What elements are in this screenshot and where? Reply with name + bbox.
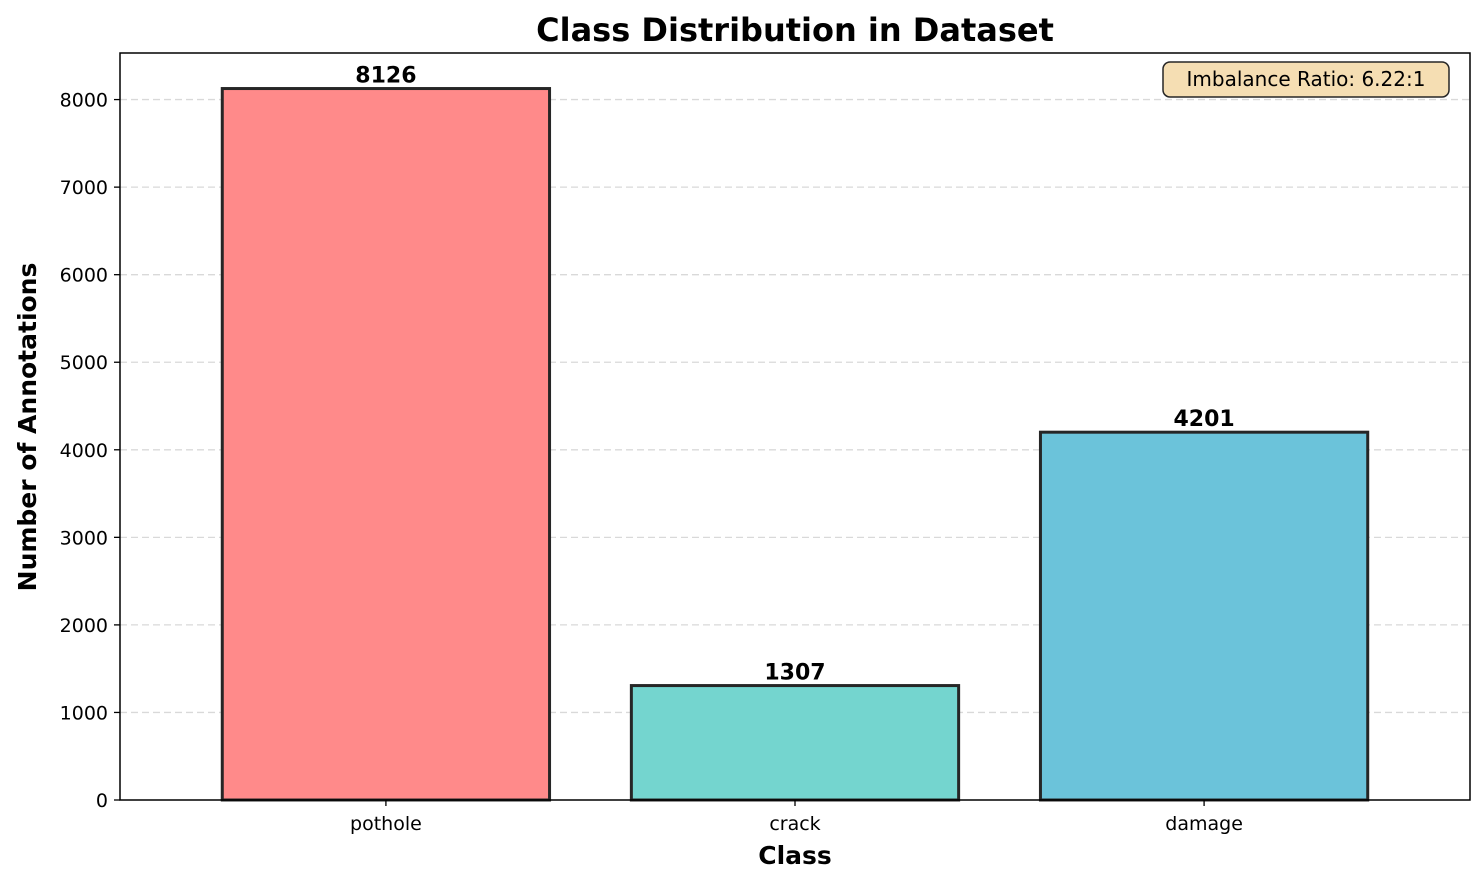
bars	[220, 87, 1370, 802]
x-tick-label-crack: crack	[769, 813, 820, 835]
annotation-text: Imbalance Ratio: 6.22:1	[1187, 67, 1426, 91]
data-label-crack: 1307	[764, 661, 825, 686]
bar-damage	[1038, 430, 1370, 802]
x-tick-label-damage: damage	[1165, 813, 1243, 835]
data-labels: 8126 1307 4201	[355, 64, 1234, 686]
y-tick-label: 7000	[60, 177, 108, 199]
data-label-damage: 4201	[1173, 407, 1234, 432]
y-axis-label: Number of Annotations	[13, 263, 42, 592]
annotation-box	[1162, 61, 1450, 98]
imbalance-annotation: Imbalance Ratio: 6.22:1	[1162, 61, 1450, 98]
y-tick-label: 5000	[60, 352, 108, 374]
x-axis-label: Class	[758, 841, 832, 870]
y-tick-label: 2000	[60, 615, 108, 637]
y-tick-label: 1000	[60, 702, 108, 724]
y-axis-ticks: 0 1000 2000 3000 4000 5000 6000 7000 8000	[60, 90, 120, 812]
y-tick-label: 3000	[60, 527, 108, 549]
y-tick-label: 0	[96, 790, 108, 812]
x-tick-label-pothole: pothole	[350, 813, 422, 835]
bar-crack	[629, 684, 961, 802]
y-tick-label: 8000	[60, 90, 108, 112]
data-label-pothole: 8126	[355, 64, 416, 89]
y-tick-label: 6000	[60, 265, 108, 287]
bar-pothole	[220, 87, 552, 802]
chart-title: Class Distribution in Dataset	[536, 11, 1054, 49]
y-tick-label: 4000	[60, 440, 108, 462]
x-axis-ticks: pothole crack damage	[350, 800, 1243, 835]
